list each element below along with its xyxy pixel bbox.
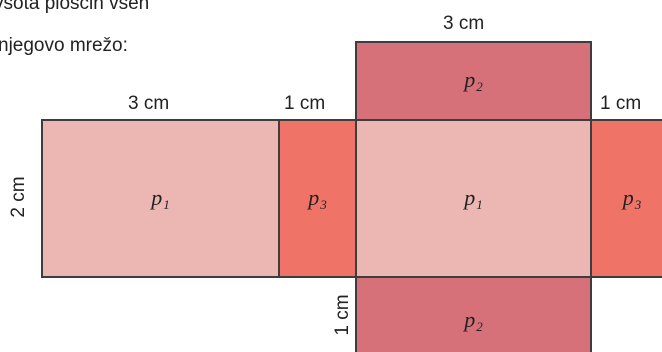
face-p1-center: p1: [355, 119, 592, 278]
dim-top-width: 3 cm: [443, 13, 485, 34]
dim-left-height: 2 cm: [8, 176, 29, 218]
face-label-p3-right: p3: [622, 184, 642, 212]
face-p2-top: p2: [355, 41, 592, 121]
text-line-1: vsota ploščin vseh: [0, 0, 150, 14]
face-label-p2-top: p2: [464, 67, 483, 94]
dim-bottom-height: 1 cm: [332, 294, 353, 336]
face-label-p1-center: p1: [464, 184, 483, 212]
text-line-2: njegovo mrežo:: [0, 35, 128, 56]
dim-left-width: 3 cm: [128, 93, 170, 114]
face-p3-right: p3: [590, 119, 662, 278]
face-label-p3-left: p3: [308, 184, 327, 212]
face-label-p2-bottom: p2: [464, 307, 483, 334]
face-p3-left: p3: [278, 119, 357, 278]
face-p2-bottom: p2: [355, 276, 592, 352]
dim-mid-width: 1 cm: [284, 93, 326, 114]
face-label-p1-left: p1: [151, 184, 170, 212]
dim-right-width: 1 cm: [600, 93, 642, 114]
face-p1-left: p1: [41, 119, 280, 278]
